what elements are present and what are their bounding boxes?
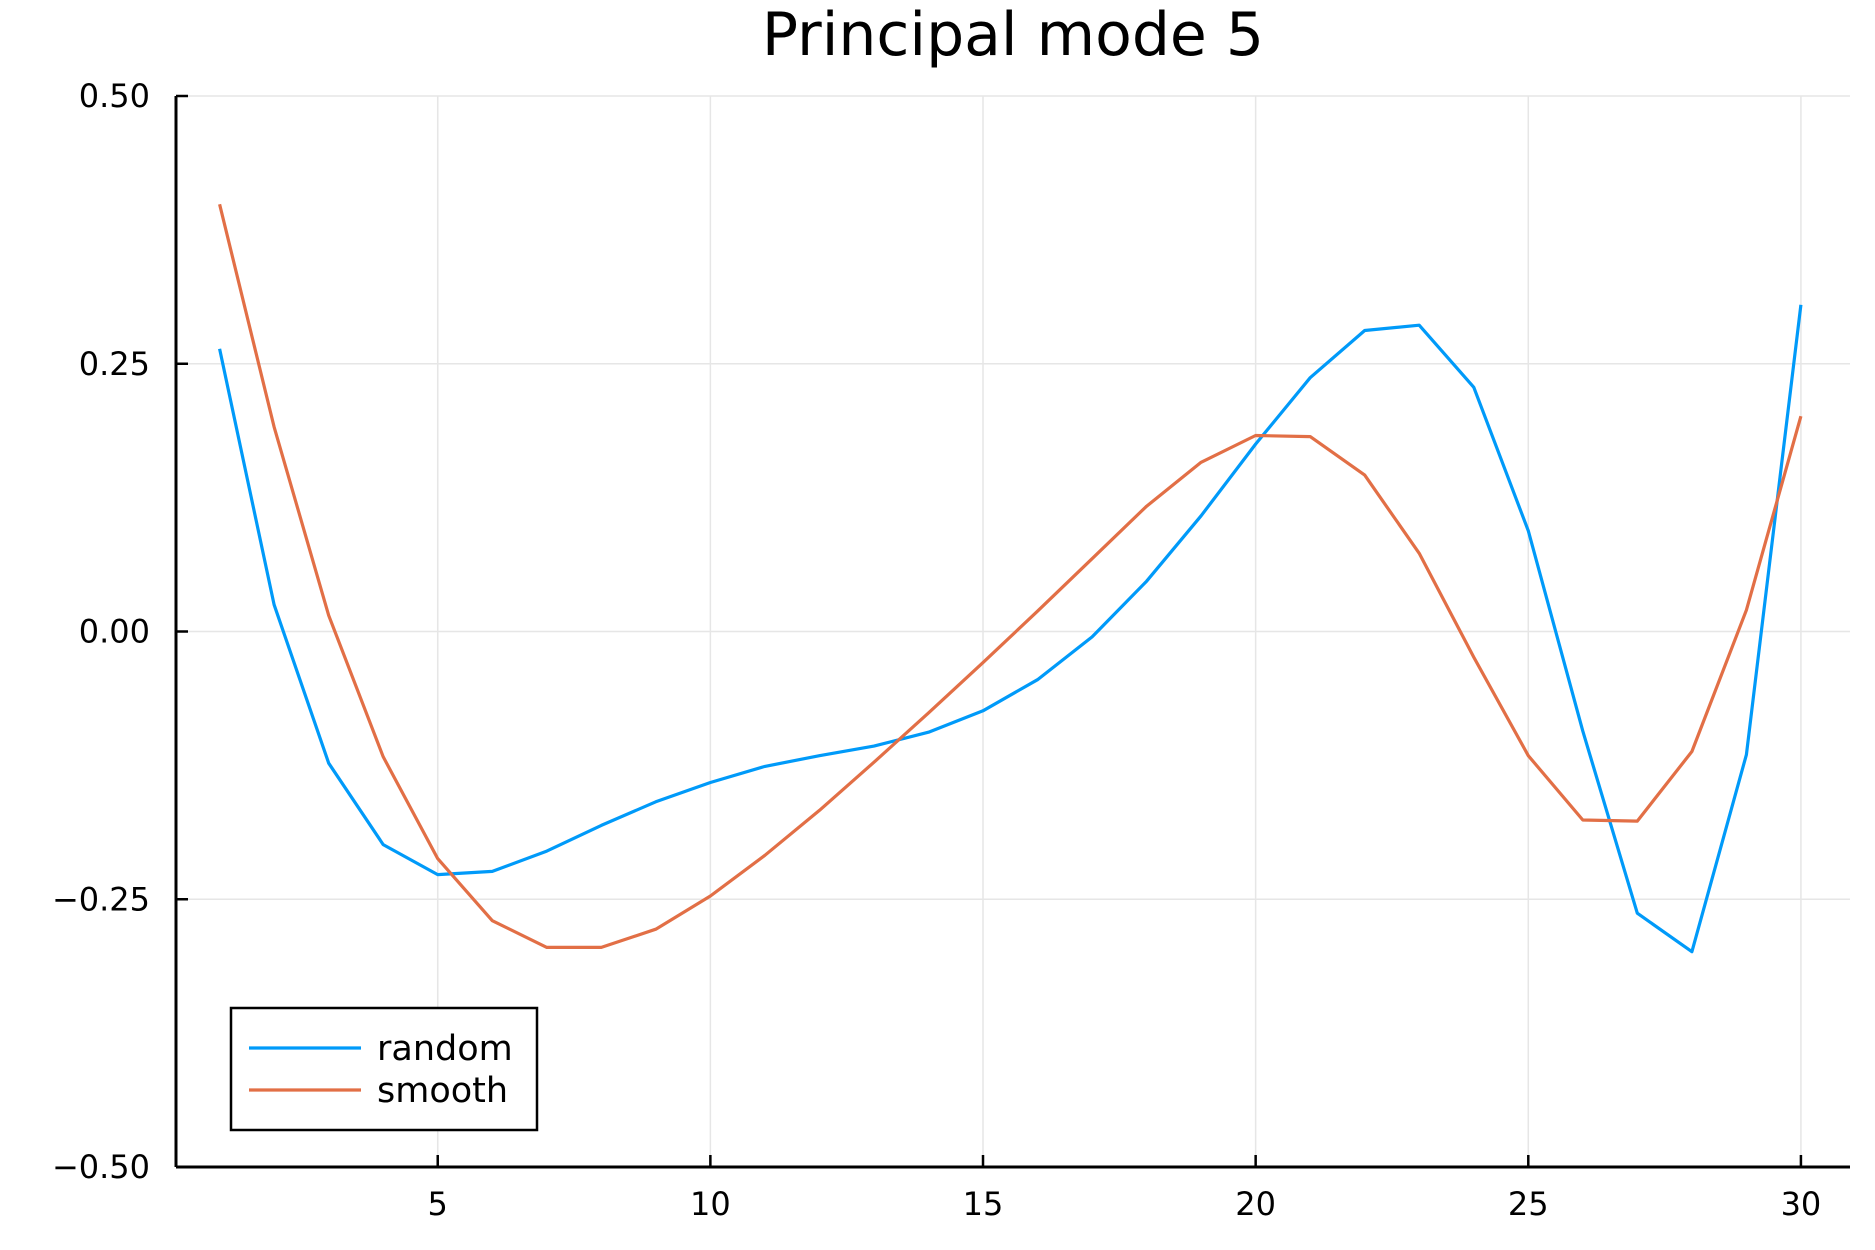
chart-title: Principal mode 5 xyxy=(762,0,1264,70)
legend-label-smooth: smooth xyxy=(377,1071,508,1111)
legend-label-random: random xyxy=(377,1029,513,1069)
series-line-smooth xyxy=(218,203,1803,950)
plot-series xyxy=(218,203,1803,954)
x-tick-label: 5 xyxy=(428,1185,448,1223)
x-tick-label: 15 xyxy=(963,1185,1004,1223)
y-tick-label: 0.00 xyxy=(79,613,150,651)
x-tick-label: 25 xyxy=(1508,1185,1549,1223)
grid-lines xyxy=(176,95,1850,1168)
y-tick-label: −0.25 xyxy=(52,880,150,918)
legend-box xyxy=(229,1006,539,1132)
y-tick-label: 0.25 xyxy=(79,345,150,383)
x-tick-label: 10 xyxy=(690,1185,731,1223)
x-tick-label: 20 xyxy=(1235,1185,1276,1223)
axes: 5 10 15 20 25 30 −0.50 −0.25 0.00 0.25 0.50 xyxy=(52,77,1850,1223)
series-line-random xyxy=(218,304,1803,954)
x-tick-label: 30 xyxy=(1781,1185,1822,1223)
y-tick-label: 0.50 xyxy=(79,77,150,115)
y-tick-label: −0.50 xyxy=(52,1148,150,1186)
